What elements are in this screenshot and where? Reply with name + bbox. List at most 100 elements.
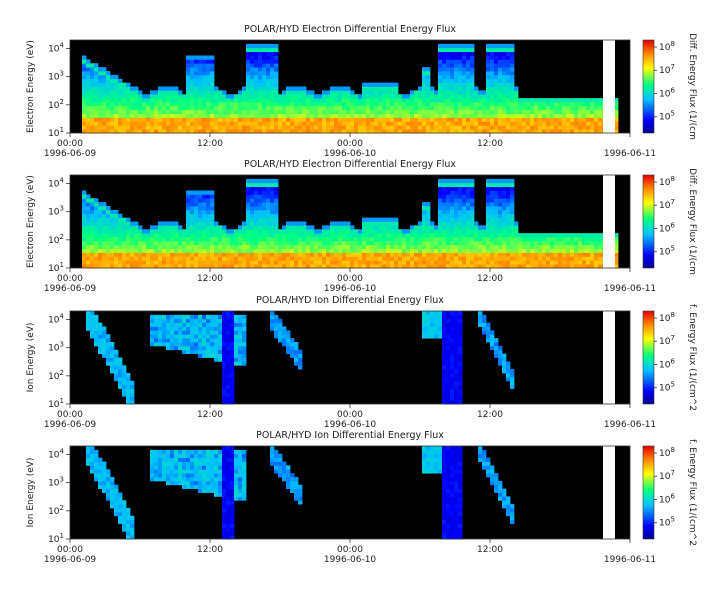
heatmap-cell <box>582 248 587 253</box>
heatmap-cell <box>278 113 283 118</box>
heatmap-cell <box>110 365 115 370</box>
heatmap-cell <box>574 121 579 126</box>
heatmap-cell <box>290 229 295 234</box>
heatmap-cell <box>242 488 247 493</box>
heatmap-cell <box>214 264 219 269</box>
heatmap-cell <box>258 105 263 111</box>
heatmap-cell <box>466 82 471 87</box>
heatmap-cell <box>150 449 155 455</box>
heatmap-cell <box>442 102 447 107</box>
heatmap-cell <box>426 225 431 230</box>
heatmap-cell <box>446 469 451 474</box>
heatmap-cell <box>502 182 507 188</box>
heatmap-cell <box>426 248 431 253</box>
heatmap-cell <box>274 59 279 64</box>
heatmap-cell <box>294 480 299 486</box>
heatmap-cell <box>510 109 515 115</box>
heatmap-cell <box>202 338 207 343</box>
heatmap-cell <box>462 194 467 199</box>
heatmap-cell <box>458 47 463 53</box>
heatmap-cell <box>226 535 231 540</box>
heatmap-cell <box>258 190 263 195</box>
heatmap-cell <box>390 109 395 115</box>
heatmap-cell <box>342 233 347 238</box>
heatmap-cell <box>462 105 467 111</box>
heatmap-cell <box>134 102 139 107</box>
heatmap-cell <box>110 209 115 215</box>
heatmap-cell <box>90 237 95 242</box>
heatmap-cell <box>202 256 207 261</box>
heatmap-cell <box>442 326 447 331</box>
heatmap-cell <box>438 198 443 203</box>
heatmap-cell <box>566 256 571 261</box>
heatmap-cell <box>190 484 195 490</box>
heatmap-cell <box>218 322 223 327</box>
heatmap-cell <box>362 225 367 230</box>
heatmap-cell <box>482 109 487 115</box>
heatmap-cell <box>82 94 87 99</box>
heatmap-cell <box>246 240 251 246</box>
heatmap-cell <box>454 47 459 53</box>
heatmap-cell <box>94 78 99 84</box>
heatmap-cell <box>238 102 243 107</box>
heatmap-cell <box>262 260 267 265</box>
heatmap-cell <box>446 535 451 540</box>
heatmap-cell <box>534 125 539 130</box>
heatmap-cell <box>146 117 151 122</box>
heatmap-cell <box>482 248 487 253</box>
heatmap-cell <box>246 225 251 230</box>
heatmap-cell <box>194 233 199 238</box>
heatmap-cell <box>434 449 439 455</box>
heatmap-cell <box>238 326 243 331</box>
heatmap-cell <box>258 113 263 118</box>
heatmap-cell <box>206 248 211 253</box>
heatmap-cell <box>518 264 523 269</box>
heatmap-cell <box>222 121 227 126</box>
heatmap-cell <box>450 244 455 250</box>
heatmap-cell <box>270 182 275 188</box>
heatmap-cell <box>450 240 455 246</box>
heatmap-cell <box>510 233 515 238</box>
heatmap-cell <box>346 125 351 130</box>
heatmap-cell <box>450 55 455 60</box>
heatmap-cell <box>254 105 259 111</box>
heatmap-cell <box>450 182 455 188</box>
y-tick-label: 104 <box>48 41 64 54</box>
heatmap-cell <box>550 237 555 242</box>
heatmap-cell <box>458 213 463 219</box>
heatmap-cell <box>502 117 507 122</box>
heatmap-cell <box>578 248 583 253</box>
heatmap-cell <box>282 342 287 347</box>
heatmap-cell <box>178 342 183 347</box>
heatmap-cell <box>314 113 319 118</box>
heatmap-cell <box>450 365 455 370</box>
heatmap-cell <box>90 229 95 234</box>
heatmap-cell <box>274 260 279 265</box>
heatmap-cell <box>614 113 619 118</box>
heatmap-cell <box>446 511 451 517</box>
heatmap-cell <box>494 342 499 347</box>
heatmap-cell <box>102 90 107 95</box>
heatmap-cell <box>390 113 395 118</box>
heatmap-cell <box>138 244 143 250</box>
heatmap-cell <box>422 229 427 234</box>
y-tick-label: 103 <box>48 70 64 83</box>
heatmap-cell <box>406 129 411 134</box>
heatmap-cell <box>210 256 215 261</box>
heatmap-cell <box>206 117 211 122</box>
heatmap-cell <box>122 82 127 87</box>
heatmap-cell <box>106 109 111 115</box>
heatmap-cell <box>270 198 275 203</box>
heatmap-cell <box>506 369 511 374</box>
heatmap-cell <box>226 94 231 99</box>
heatmap-cell <box>98 480 103 486</box>
heatmap-cell <box>170 338 175 343</box>
heatmap-cell <box>298 248 303 253</box>
heatmap-cell <box>446 342 451 347</box>
heatmap-cell <box>330 225 335 230</box>
heatmap-cell <box>454 392 459 397</box>
heatmap-cell <box>110 477 115 482</box>
heatmap-cell <box>90 260 95 265</box>
heatmap-cell <box>570 109 575 115</box>
heatmap-cell <box>266 178 271 184</box>
